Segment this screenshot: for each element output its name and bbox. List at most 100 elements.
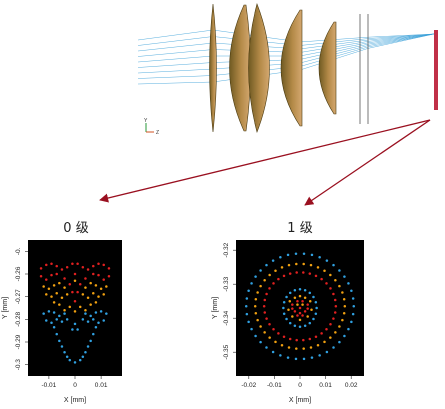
y-tick-label: -0.29 — [15, 334, 22, 349]
spot-point — [302, 357, 306, 361]
spot-point — [302, 347, 305, 350]
spot-point — [94, 326, 98, 329]
spot-point — [341, 291, 344, 294]
spot-point — [97, 262, 100, 266]
spot-point — [301, 299, 304, 303]
y-tick-label: -0.28 — [15, 312, 22, 327]
spot-point — [65, 318, 69, 321]
spot-point — [286, 356, 290, 359]
spot-point — [52, 326, 56, 329]
spot-point — [89, 314, 92, 318]
spot-point — [97, 321, 100, 324]
spot-point — [323, 269, 326, 272]
spot-point — [102, 263, 105, 267]
spot-point — [268, 273, 271, 277]
spot-point — [89, 303, 92, 306]
spot-point — [55, 292, 58, 295]
spot-point — [302, 262, 305, 266]
spot-point — [65, 293, 69, 296]
arrow-to-order-0 — [99, 119, 431, 203]
spot-point — [274, 269, 277, 272]
lens-5 — [318, 21, 337, 115]
lens-group — [209, 3, 369, 133]
spot-point — [55, 272, 58, 276]
spot-point — [298, 288, 302, 291]
spot-point — [280, 266, 284, 269]
spot-point — [295, 271, 298, 274]
spot-point — [102, 293, 105, 296]
spot-point — [303, 324, 307, 328]
spot-diagram-order-0: -0.01 0 0.01 -0. -0.26 -0.27 -0.28 -0.29 -0.3 X… — [2, 240, 122, 404]
spot-point — [285, 317, 288, 321]
spot-point — [263, 311, 267, 314]
x-axis-label: X [mm] — [64, 397, 86, 404]
spot-point — [265, 317, 268, 320]
spot-point — [105, 285, 108, 288]
axis-y-label: Y — [144, 118, 148, 124]
arrow-to-order-1 — [304, 119, 431, 206]
y-tick-label: -0.34 — [223, 310, 230, 325]
spot-point — [333, 298, 337, 302]
spot-point — [294, 252, 298, 255]
spot-point — [325, 350, 329, 354]
x-tick-label: 0 — [73, 382, 77, 389]
spot-point — [244, 305, 248, 308]
spot-point — [81, 355, 85, 358]
spot-point — [52, 301, 56, 304]
spot-point — [306, 315, 309, 318]
x-axis-label: X [mm] — [289, 397, 311, 404]
spot-point — [295, 262, 298, 266]
spot-point — [73, 272, 77, 276]
spot-point — [254, 298, 258, 301]
spot-point — [52, 311, 56, 314]
spot-point — [60, 268, 64, 271]
spot-point — [50, 262, 53, 266]
spot-point — [329, 287, 332, 290]
spot-point — [274, 340, 277, 344]
spot-point — [107, 267, 111, 270]
spot-point — [63, 309, 66, 312]
spot-point — [86, 268, 90, 271]
spot-point — [293, 296, 297, 300]
spot-point — [288, 337, 292, 341]
spot-point — [58, 303, 61, 306]
spot-point — [45, 293, 48, 296]
spot-point — [247, 289, 250, 293]
spot-point — [89, 281, 92, 285]
spot-point — [338, 284, 341, 288]
spot-point — [280, 343, 284, 347]
spot-point — [308, 337, 312, 341]
spot-point — [84, 277, 87, 280]
spot-point — [250, 282, 253, 285]
spot-point — [92, 292, 95, 295]
spot-point — [272, 282, 275, 285]
axis-z-label: Z — [156, 130, 159, 136]
spot-point — [73, 310, 77, 313]
spot-point — [73, 299, 77, 303]
spot-point — [350, 289, 353, 293]
spot-point — [301, 314, 304, 317]
x-tick-label: -0.01 — [267, 382, 282, 389]
spot-point — [303, 310, 307, 313]
spot-point — [58, 314, 61, 318]
spot-point — [71, 262, 74, 266]
spot-point — [60, 345, 64, 348]
spot-point — [254, 275, 257, 278]
spot-point — [73, 361, 77, 364]
spot-point — [310, 253, 314, 257]
spot-point — [52, 284, 56, 287]
spot-point — [306, 303, 309, 306]
spot-point — [282, 312, 286, 316]
spot-point — [332, 346, 335, 349]
spot-point — [288, 272, 292, 275]
spot-point — [318, 255, 321, 259]
spot-point — [55, 264, 58, 268]
spot-point — [282, 306, 285, 310]
detector-plane — [434, 30, 438, 110]
spot-point — [86, 320, 90, 323]
spot-point — [81, 293, 85, 296]
spot-point — [65, 355, 69, 358]
spot-point — [314, 312, 318, 316]
spot-point — [45, 278, 48, 281]
spot-point — [301, 303, 304, 306]
